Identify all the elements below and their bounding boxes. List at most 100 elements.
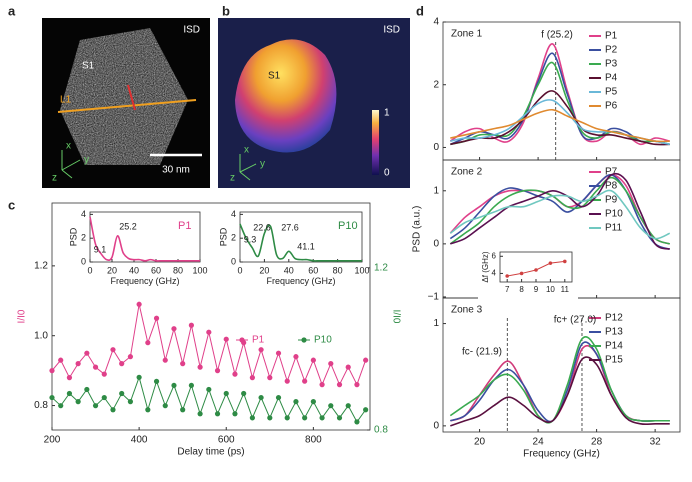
y-tick-label: 4 bbox=[231, 209, 236, 219]
data-point bbox=[345, 364, 351, 370]
data-point bbox=[223, 336, 229, 342]
legend-label: P13 bbox=[605, 327, 623, 338]
data-point bbox=[249, 375, 255, 381]
zone-title: Zone 3 bbox=[451, 305, 483, 316]
legend-marker bbox=[239, 337, 245, 343]
data-point bbox=[110, 347, 116, 353]
data-point bbox=[49, 368, 55, 374]
data-point bbox=[153, 315, 160, 321]
data-point bbox=[162, 403, 168, 409]
colorbar bbox=[372, 110, 379, 175]
x-tick-label: 200 bbox=[44, 435, 61, 446]
y-tick-label: 2 bbox=[433, 79, 439, 90]
plot-frame bbox=[51, 202, 371, 431]
data-point bbox=[310, 399, 316, 405]
data-point bbox=[563, 259, 567, 264]
y-tick-label: 0 bbox=[231, 256, 236, 266]
series-line bbox=[89, 216, 200, 262]
data-point bbox=[127, 399, 134, 405]
legend-label: P4 bbox=[605, 73, 618, 84]
legend-label: P10 bbox=[338, 220, 358, 232]
data-point bbox=[145, 407, 151, 413]
legend-label: P5 bbox=[605, 87, 618, 98]
line-label: L1 bbox=[60, 95, 72, 106]
x-tick-label: 600 bbox=[218, 435, 235, 446]
y-tick-label: 0.8 bbox=[34, 400, 48, 411]
particle bbox=[60, 28, 188, 165]
x-tick-label: 0 bbox=[87, 265, 92, 275]
x-axis-label: Frequency (GHz) bbox=[523, 449, 600, 460]
x-tick-label: 80 bbox=[173, 265, 183, 275]
scale-label: 30 nm bbox=[162, 165, 190, 176]
y2-tick-label: 1.2 bbox=[374, 262, 388, 273]
data-point bbox=[284, 378, 290, 384]
axis-label: z bbox=[230, 173, 235, 184]
zone-title: Zone 2 bbox=[451, 167, 483, 178]
data-point bbox=[519, 271, 524, 276]
data-point bbox=[188, 322, 194, 328]
x-tick-label: 20 bbox=[474, 437, 486, 448]
legend-label: P14 bbox=[605, 341, 623, 352]
y-axis-label: PSD bbox=[218, 227, 228, 246]
data-point bbox=[180, 407, 186, 413]
y-axis-label: PSD (a.u.) bbox=[412, 206, 423, 253]
series-line bbox=[450, 108, 670, 143]
data-point bbox=[232, 411, 238, 417]
data-point bbox=[354, 419, 360, 425]
legend-label: P10 bbox=[314, 335, 332, 346]
axis-label: z bbox=[52, 173, 57, 184]
x-tick-label: 100 bbox=[192, 265, 207, 275]
data-point bbox=[84, 386, 90, 393]
data-point bbox=[206, 329, 212, 335]
series-line bbox=[450, 172, 671, 250]
x-tick-label: 400 bbox=[131, 435, 148, 446]
x-tick-label: 100 bbox=[354, 265, 369, 275]
x-tick-label: 800 bbox=[305, 435, 322, 446]
inset-bg bbox=[218, 208, 368, 284]
data-point bbox=[101, 371, 107, 377]
data-point bbox=[197, 364, 203, 370]
annotation: fc+ (27.0) bbox=[554, 315, 597, 326]
legend-label: P8 bbox=[605, 181, 618, 192]
data-point bbox=[223, 390, 229, 397]
data-point bbox=[84, 350, 90, 356]
series-line bbox=[449, 336, 670, 424]
axis-label: y bbox=[260, 159, 265, 170]
panel-label: a bbox=[8, 3, 16, 18]
data-point bbox=[197, 411, 203, 417]
data-point bbox=[153, 378, 160, 384]
series-line bbox=[239, 223, 362, 262]
data-point bbox=[66, 375, 73, 381]
data-point bbox=[110, 407, 116, 413]
colorbar-label: 0 bbox=[384, 168, 390, 179]
data-point bbox=[58, 403, 64, 409]
y-tick-label: 0 bbox=[433, 421, 439, 432]
data-point bbox=[49, 394, 55, 401]
data-point bbox=[328, 361, 334, 367]
data-point bbox=[336, 382, 343, 388]
data-point bbox=[284, 415, 290, 421]
y-tick-label: 4 bbox=[433, 17, 439, 28]
data-point bbox=[267, 375, 273, 381]
data-point bbox=[249, 415, 255, 421]
data-point bbox=[145, 340, 151, 346]
x-tick-label: 11 bbox=[561, 285, 570, 294]
axes-icon bbox=[239, 154, 257, 181]
data-point bbox=[75, 361, 81, 367]
y-axis-label: Δf (GHz) bbox=[481, 251, 490, 282]
y-tick-label: 1 bbox=[433, 185, 439, 196]
y2-axis-label: I/I0 bbox=[390, 310, 401, 324]
data-point bbox=[162, 357, 168, 363]
x-axis-label: Delay time (ps) bbox=[177, 447, 244, 458]
legend-label: P1 bbox=[605, 31, 618, 42]
data-point bbox=[66, 390, 73, 397]
data-point bbox=[293, 354, 299, 360]
x-tick-label: 40 bbox=[284, 265, 294, 275]
region-label: S1 bbox=[82, 61, 95, 72]
line-cut bbox=[57, 99, 197, 113]
x-axis-label: Frequency (GHz) bbox=[110, 276, 179, 286]
inset-bg bbox=[478, 248, 578, 304]
axis-label: x bbox=[66, 141, 71, 152]
y-axis-label: I/I0 bbox=[17, 309, 28, 323]
